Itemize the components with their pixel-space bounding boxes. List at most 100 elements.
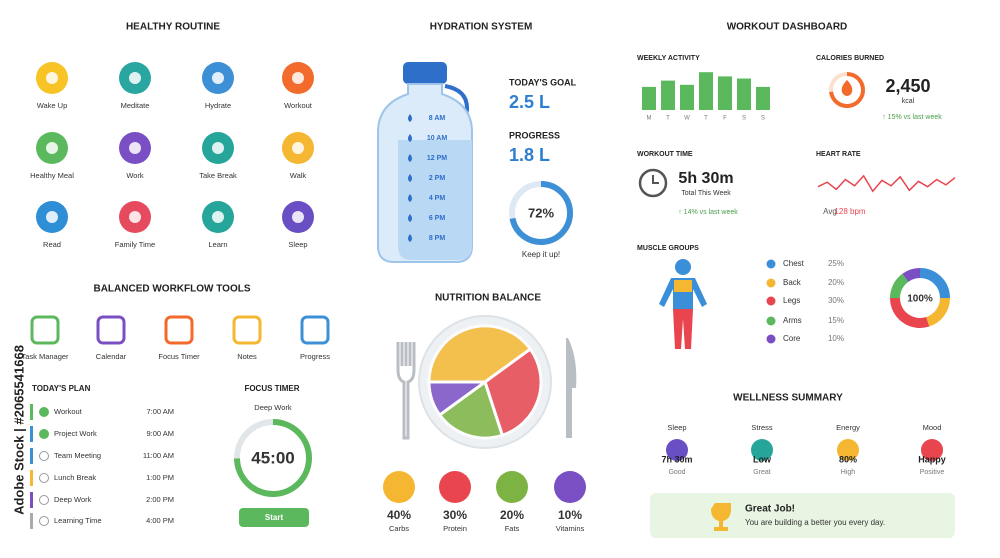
activity-bar [756, 86, 770, 110]
section-title: WORKOUT DASHBOARD [727, 22, 848, 33]
section-title: NUTRITION BALANCE [435, 293, 541, 304]
legend-dot [766, 259, 776, 269]
routine-icon-glyph [212, 72, 224, 84]
plan-time: 1:00 PM [146, 473, 174, 482]
plan-task: Learning Time [54, 516, 102, 525]
routine-label: Read [43, 240, 61, 249]
activity-bar [642, 86, 656, 110]
wellness-label: Sleep [667, 423, 686, 432]
timer-arc [234, 419, 312, 497]
goal-label: TODAY'S GOAL [509, 77, 577, 87]
start-button[interactable] [239, 508, 309, 527]
wellness-icon [751, 439, 773, 461]
drop-icon [408, 154, 412, 162]
plan-check [39, 429, 49, 439]
flame-icon [841, 80, 853, 96]
routine-label: Hydrate [205, 101, 231, 110]
plate-slice [427, 380, 490, 418]
nutrient-name: Protein [443, 524, 467, 533]
workout-time-caption: Total This Week [681, 190, 731, 197]
bottle-mark: 6 PM [429, 215, 446, 222]
muscle-pct: 30% [828, 296, 844, 305]
activity-bar [718, 76, 732, 110]
activity-bar [661, 80, 675, 110]
routine-label: Work [126, 171, 144, 180]
routine-label: Meditate [121, 101, 150, 110]
card-title: CALORIES BURNED [816, 55, 884, 62]
wellness-icon [921, 439, 943, 461]
nutrient-icon [496, 471, 528, 503]
muscle-name: Core [783, 334, 801, 343]
plate-slice [483, 346, 543, 438]
workout-time-value: 5h 30m [678, 170, 733, 187]
plan-task: Lunch Break [54, 473, 96, 482]
donut-segment [902, 268, 921, 283]
tool-icon [232, 315, 262, 345]
bottle-mark: 12 PM [427, 155, 447, 162]
tool-label: Notes [237, 352, 257, 361]
card-title: WEEKLY ACTIVITY [637, 55, 700, 62]
plan-bar [30, 513, 33, 529]
plan-time: 11:00 AM [143, 451, 174, 460]
routine-icon-glyph [46, 142, 58, 154]
progress-ring [509, 181, 573, 245]
routine-icon-glyph [129, 142, 141, 154]
body-figure [659, 259, 707, 349]
section-title: BALANCED WORKFLOW TOOLS [93, 284, 250, 295]
routine-label: Wake Up [37, 101, 68, 110]
plan-time: 9:00 AM [146, 429, 174, 438]
section-title: HEALTHY ROUTINE [126, 22, 220, 33]
plan-bar [30, 426, 33, 442]
goal-value: 2.5 L [509, 92, 550, 112]
muscle-name: Chest [783, 259, 805, 268]
plan-task: Team Meeting [54, 451, 101, 460]
card-title: HEART RATE [816, 151, 861, 158]
heart-rate-value: 128 bpm [834, 207, 865, 216]
calorie-value: 2,450 [885, 76, 930, 96]
donut-segment [925, 297, 950, 327]
wellness-label: Energy [836, 423, 860, 432]
section-title: WELLNESS SUMMARY [733, 393, 843, 404]
tool-label: Task Manager [21, 352, 69, 361]
legend-dot [766, 296, 776, 306]
plan-task: Deep Work [54, 495, 92, 504]
bottle-mark: 8 PM [429, 235, 446, 242]
banner-box [650, 493, 955, 538]
plan-task: Project Work [54, 429, 97, 438]
legend-dot [766, 316, 776, 326]
plate-slice [437, 379, 505, 440]
day-label: F [723, 116, 727, 122]
wellness-value: 7h 30m [661, 454, 692, 464]
card-title: MUSCLE GROUPS [637, 245, 699, 252]
water-bottle [377, 62, 473, 263]
day-label: T [704, 116, 708, 122]
drop-icon [408, 174, 412, 182]
donut-segment [919, 268, 950, 299]
plan-time: 4:00 PM [146, 516, 174, 525]
plan-bar [30, 470, 33, 486]
calorie-change: ↑ 15% vs last week [882, 114, 942, 121]
wellness-value: Happy [918, 454, 946, 464]
wellness-status: Great [753, 469, 771, 476]
muscle-name: Back [783, 278, 802, 287]
tool-icon [164, 315, 194, 345]
routine-label: Workout [284, 101, 313, 110]
nutrient-name: Vitamins [556, 524, 585, 533]
day-label: W [684, 116, 690, 122]
tool-icon [96, 315, 126, 345]
calorie-unit: kcal [902, 98, 915, 105]
plan-bar [30, 492, 33, 508]
tool-icon [300, 315, 330, 345]
routine-icon-glyph [212, 142, 224, 154]
banner-title: Great Job! [745, 504, 795, 515]
wellness-status: Positive [920, 469, 945, 476]
routine-label: Healthy Meal [30, 171, 74, 180]
card-title: WORKOUT TIME [637, 151, 693, 158]
plan-check [39, 516, 49, 526]
drop-icon [408, 114, 412, 122]
start-label[interactable]: Start [265, 513, 284, 522]
muscle-pct: 20% [828, 278, 844, 287]
nutrient-name: Fats [505, 524, 520, 533]
plate [396, 315, 577, 449]
